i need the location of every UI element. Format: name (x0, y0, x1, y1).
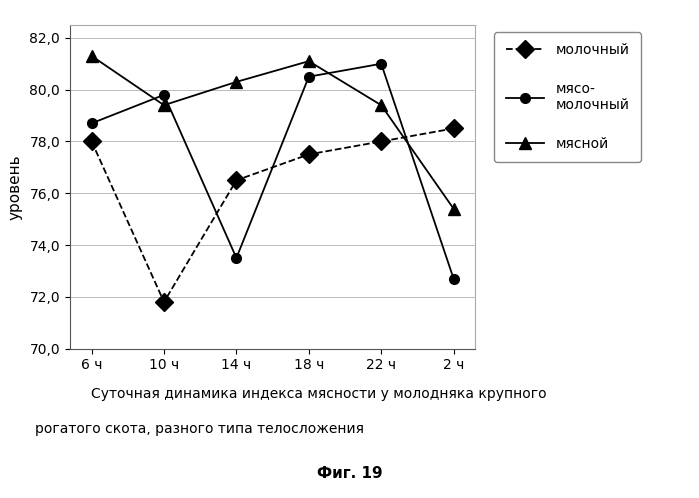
Text: Суточная динамика индекса мясности у молодняка крупного: Суточная динамика индекса мясности у мол… (91, 387, 547, 401)
Legend: молочный, мясо-
молочный, мясной: молочный, мясо- молочный, мясной (494, 32, 641, 162)
Y-axis label: уровень: уровень (8, 154, 22, 220)
Text: Фиг. 19: Фиг. 19 (317, 466, 382, 481)
Text: рогатого скота, разного типа телосложения: рогатого скота, разного типа телосложени… (35, 422, 364, 436)
